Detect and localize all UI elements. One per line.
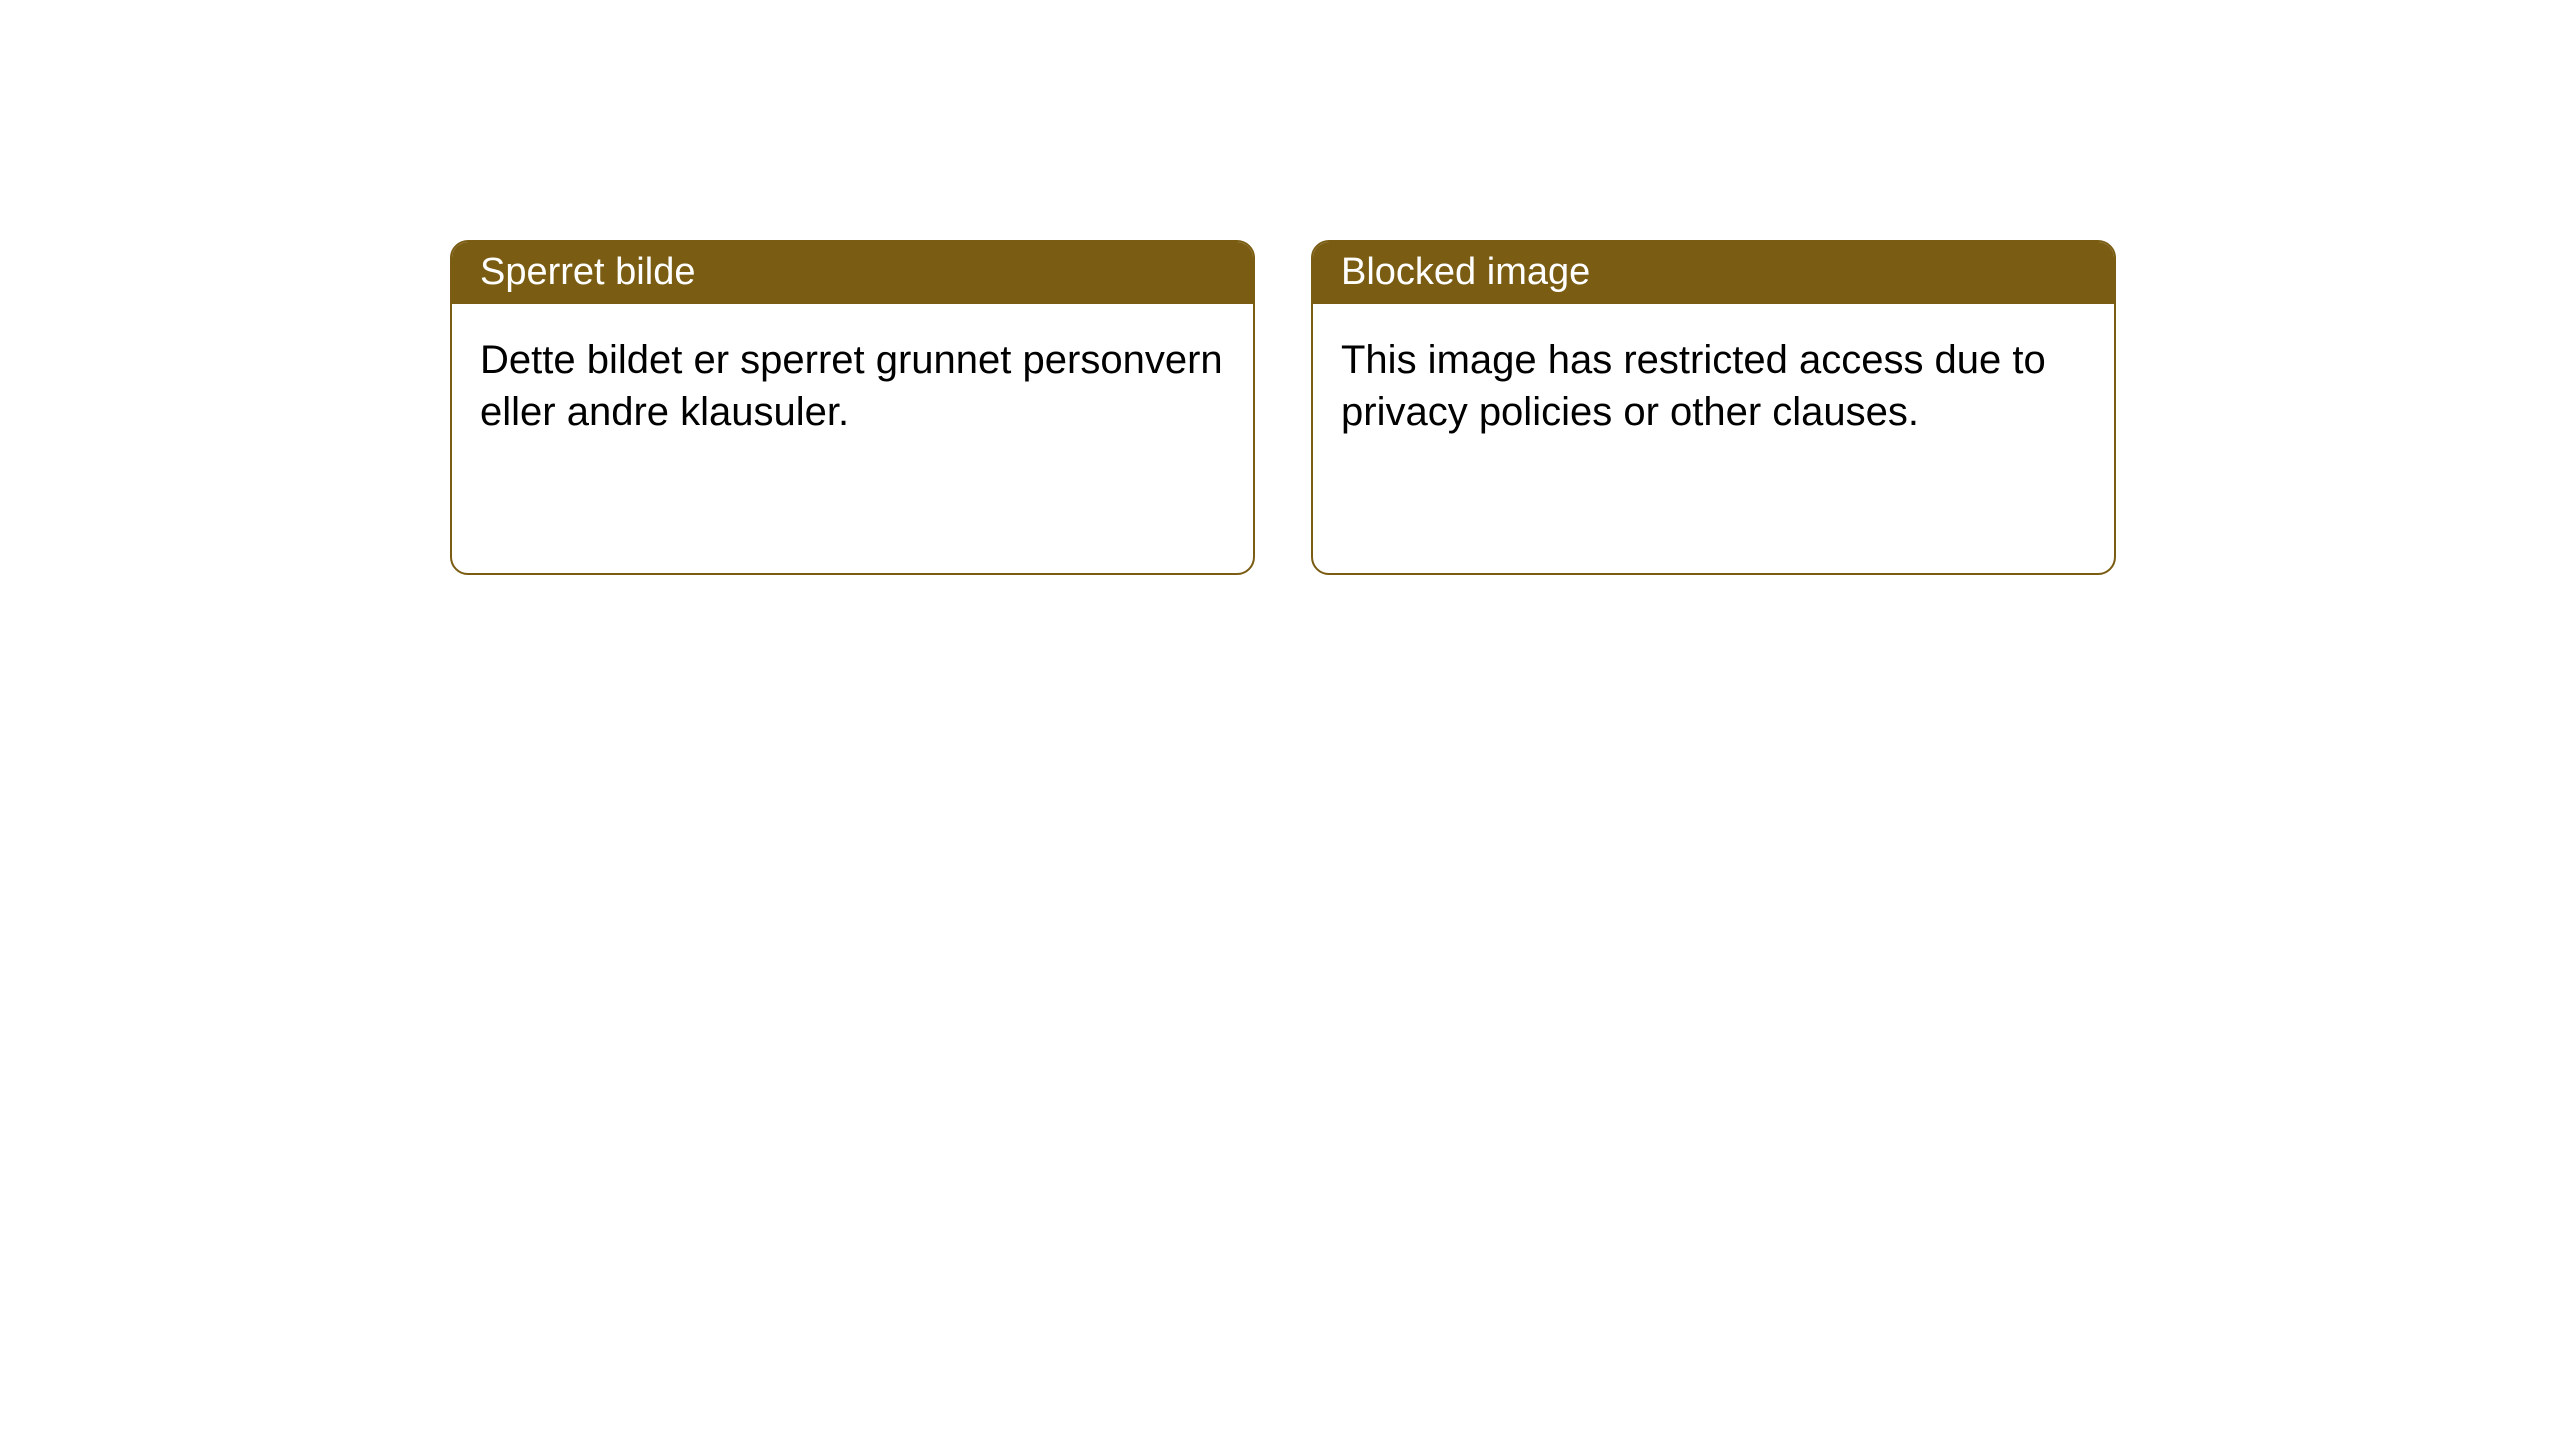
card-body-en: This image has restricted access due to … — [1313, 304, 2114, 468]
blocked-image-card-en: Blocked image This image has restricted … — [1311, 240, 2116, 575]
card-title-no: Sperret bilde — [480, 251, 695, 293]
card-body-text-no: Dette bildet er sperret grunnet personve… — [480, 338, 1223, 434]
blocked-image-card-no: Sperret bilde Dette bildet er sperret gr… — [450, 240, 1255, 575]
card-header-no: Sperret bilde — [452, 242, 1253, 304]
card-body-no: Dette bildet er sperret grunnet personve… — [452, 304, 1253, 468]
card-header-en: Blocked image — [1313, 242, 2114, 304]
card-body-text-en: This image has restricted access due to … — [1341, 338, 2046, 434]
cards-container: Sperret bilde Dette bildet er sperret gr… — [450, 240, 2116, 575]
card-title-en: Blocked image — [1341, 251, 1590, 293]
